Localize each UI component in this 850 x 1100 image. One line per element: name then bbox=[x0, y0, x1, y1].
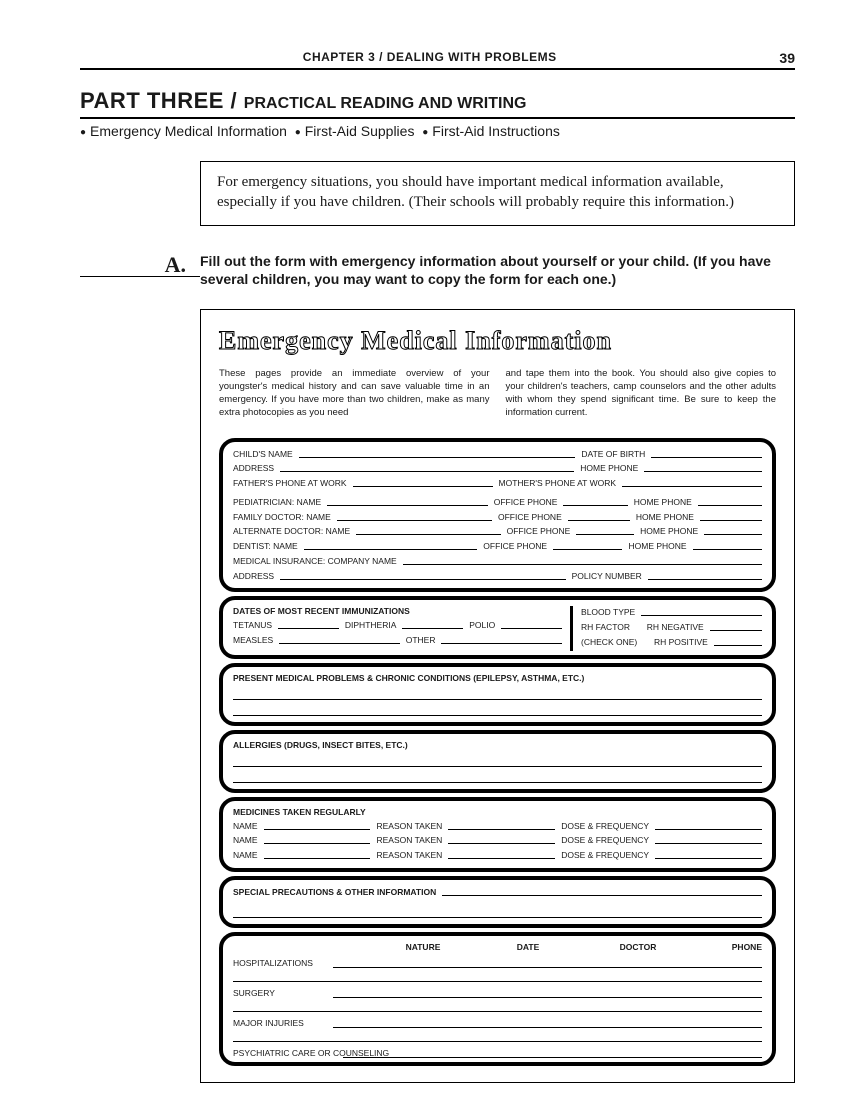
topic-item: Emergency Medical Information bbox=[90, 123, 287, 139]
part-subtitle: PRACTICAL READING AND WRITING bbox=[244, 95, 527, 112]
field-med-dose-3[interactable] bbox=[655, 849, 762, 859]
field-blood[interactable] bbox=[641, 606, 762, 616]
field-surgery-2[interactable] bbox=[233, 998, 762, 1012]
field-child-name[interactable] bbox=[299, 448, 576, 458]
task-row: A. Fill out the form with emergency info… bbox=[80, 252, 795, 290]
field-psych[interactable] bbox=[343, 1048, 762, 1058]
field-dentist-name[interactable] bbox=[304, 540, 478, 550]
form-title: Emergency Medical Information bbox=[219, 326, 776, 356]
field-problems-2[interactable] bbox=[233, 702, 762, 716]
field-home-phone[interactable] bbox=[644, 462, 762, 472]
field-med-name-1[interactable] bbox=[264, 820, 371, 830]
field-med-dose-2[interactable] bbox=[655, 834, 762, 844]
part-title: PART THREE bbox=[80, 88, 224, 113]
form-intro-right: and tape them into the book. You should … bbox=[506, 368, 777, 419]
field-problems-1[interactable] bbox=[233, 686, 762, 700]
history-block: NATURE DATE DOCTOR PHONE HOSPITALIZATION… bbox=[219, 932, 776, 1066]
field-alt-name[interactable] bbox=[356, 525, 500, 535]
field-surgery[interactable] bbox=[333, 988, 762, 998]
field-hospitalizations-2[interactable] bbox=[233, 968, 762, 982]
page-number: 39 bbox=[779, 50, 795, 66]
topics-list: ●Emergency Medical Information ●First-Ai… bbox=[80, 117, 795, 139]
field-policy[interactable] bbox=[648, 570, 762, 580]
task-instruction: Fill out the form with emergency informa… bbox=[200, 252, 795, 290]
field-measles[interactable] bbox=[279, 634, 400, 644]
field-dentist-home[interactable] bbox=[693, 540, 762, 550]
emergency-form: Emergency Medical Information These page… bbox=[200, 309, 795, 1082]
field-father-phone[interactable] bbox=[353, 477, 493, 487]
field-med-reason-3[interactable] bbox=[448, 849, 555, 859]
intro-box: For emergency situations, you should hav… bbox=[200, 161, 795, 226]
field-insurance[interactable] bbox=[403, 555, 762, 565]
identity-block: CHILD'S NAMEDATE OF BIRTH ADDRESSHOME PH… bbox=[219, 438, 776, 593]
allergies-block: ALLERGIES (DRUGS, INSECT BITES, ETC.) bbox=[219, 730, 776, 793]
precautions-block: SPECIAL PRECAUTIONS & OTHER INFORMATION bbox=[219, 876, 776, 928]
form-intro-left: These pages provide an immediate overvie… bbox=[219, 368, 490, 419]
topic-item: First-Aid Instructions bbox=[432, 123, 560, 139]
field-injuries[interactable] bbox=[333, 1018, 762, 1028]
form-intro: These pages provide an immediate overvie… bbox=[219, 368, 776, 419]
field-med-dose-1[interactable] bbox=[655, 820, 762, 830]
field-injuries-2[interactable] bbox=[233, 1028, 762, 1042]
field-mother-phone[interactable] bbox=[622, 477, 762, 487]
field-precautions-2[interactable] bbox=[233, 904, 762, 918]
field-precautions-1[interactable] bbox=[442, 886, 762, 896]
topic-item: First-Aid Supplies bbox=[305, 123, 415, 139]
field-polio[interactable] bbox=[501, 619, 562, 629]
field-med-reason-2[interactable] bbox=[448, 834, 555, 844]
problems-block: PRESENT MEDICAL PROBLEMS & CHRONIC CONDI… bbox=[219, 663, 776, 726]
field-ped-name[interactable] bbox=[327, 496, 488, 506]
field-dob[interactable] bbox=[651, 448, 762, 458]
field-tetanus[interactable] bbox=[278, 619, 339, 629]
field-address[interactable] bbox=[280, 462, 574, 472]
medicines-block: MEDICINES TAKEN REGULARLY NAMEREASON TAK… bbox=[219, 797, 776, 872]
part-heading: PART THREE / PRACTICAL READING AND WRITI… bbox=[80, 88, 795, 114]
field-rh-pos[interactable] bbox=[714, 636, 762, 646]
task-letter: A. bbox=[80, 254, 200, 277]
field-med-name-3[interactable] bbox=[264, 849, 371, 859]
field-allergies-2[interactable] bbox=[233, 769, 762, 783]
field-hospitalizations[interactable] bbox=[333, 958, 762, 968]
field-fam-office[interactable] bbox=[568, 511, 630, 521]
field-alt-office[interactable] bbox=[576, 525, 634, 535]
field-med-name-2[interactable] bbox=[264, 834, 371, 844]
field-ped-office[interactable] bbox=[563, 496, 627, 506]
field-other-immun[interactable] bbox=[441, 634, 562, 644]
page-header: CHAPTER 3 / DEALING WITH PROBLEMS 39 bbox=[80, 50, 795, 70]
field-diphtheria[interactable] bbox=[402, 619, 463, 629]
immunization-block: DATES OF MOST RECENT IMMUNIZATIONS TETAN… bbox=[219, 596, 776, 658]
field-dentist-office[interactable] bbox=[553, 540, 622, 550]
field-ped-home[interactable] bbox=[698, 496, 762, 506]
field-rh-neg[interactable] bbox=[710, 621, 762, 631]
field-fam-home[interactable] bbox=[700, 511, 762, 521]
field-alt-home[interactable] bbox=[704, 525, 762, 535]
field-med-reason-1[interactable] bbox=[448, 820, 555, 830]
chapter-label: CHAPTER 3 / DEALING WITH PROBLEMS bbox=[303, 50, 557, 66]
field-ins-address[interactable] bbox=[280, 570, 565, 580]
field-fam-name[interactable] bbox=[337, 511, 492, 521]
field-allergies-1[interactable] bbox=[233, 753, 762, 767]
